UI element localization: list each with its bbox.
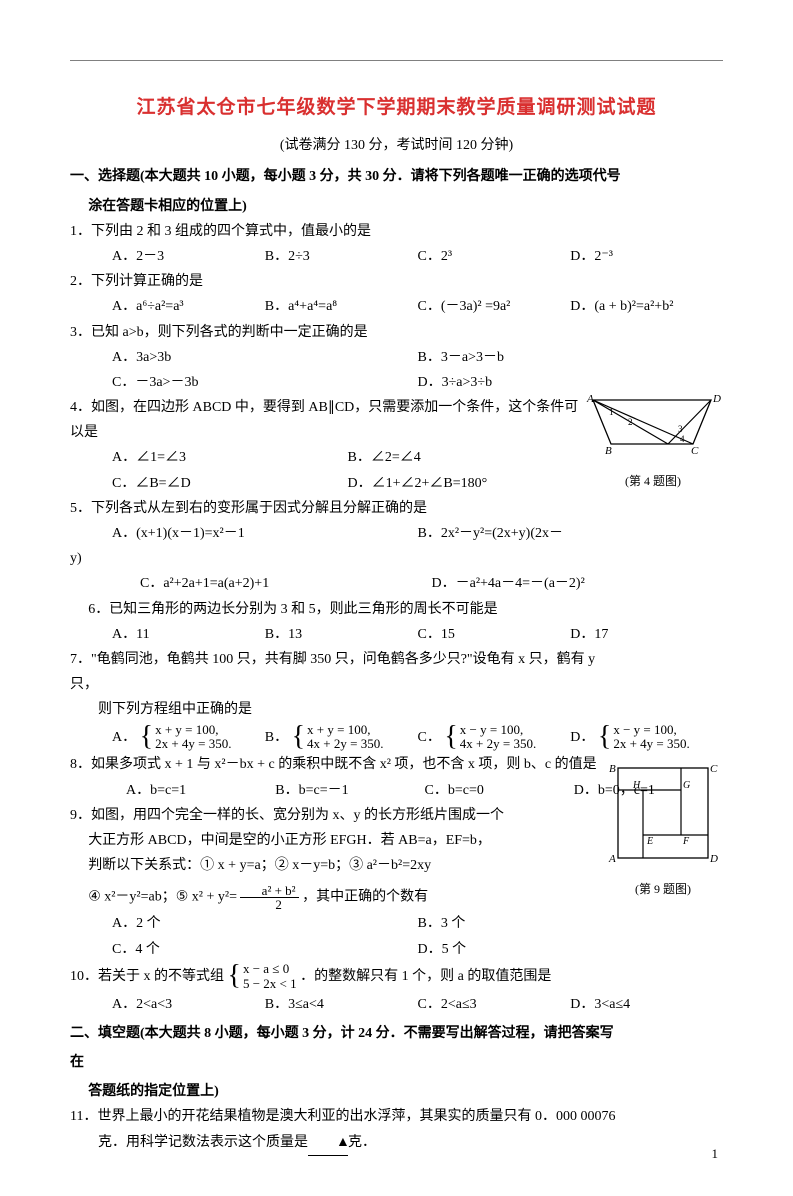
- q8-c: C．b=c=0: [425, 778, 574, 803]
- q2-choices: A．a⁶÷a²=a³ B．a⁴+a⁴=a⁸ C．(－3a)² =9a² D．(a…: [70, 294, 723, 319]
- q6-b: B．13: [265, 622, 418, 647]
- q3-choices-1: A．3a>3b B．3－a>3－b: [70, 345, 723, 370]
- svg-text:2: 2: [628, 417, 633, 427]
- document-title: 江苏省太仓市七年级数学下学期期末教学质量调研测试试题: [70, 91, 723, 125]
- q1-c: C．2³: [418, 244, 571, 269]
- figure-4: A D B C 1 2 3 4 (第 4 题图): [583, 392, 723, 493]
- svg-text:3: 3: [678, 424, 683, 434]
- svg-text:C: C: [710, 763, 718, 775]
- q11-l2: 克．用科学记数法表示这个质量是▲克．: [70, 1130, 723, 1156]
- q7-a: A． {x + y = 100,2x + 4y = 350.: [112, 723, 265, 753]
- q9-choices-1: A．2 个 B．3 个: [70, 911, 723, 936]
- q6-text: 6．已知三角形的两边长分别为 3 和 5，则此三角形的周长不可能是: [70, 597, 723, 622]
- top-rule: [70, 60, 723, 61]
- q10-d: D．3<a≤4: [570, 992, 723, 1017]
- svg-text:H: H: [632, 780, 641, 791]
- svg-text:1: 1: [609, 407, 614, 417]
- svg-text:E: E: [646, 836, 653, 847]
- svg-text:B: B: [609, 763, 616, 775]
- q10-a: A．2<a<3: [112, 992, 265, 1017]
- q5-b-cont: y): [70, 546, 723, 571]
- q4-c: C．∠B=∠D: [112, 471, 348, 496]
- section-2-header-c: 答题纸的指定位置上): [70, 1079, 723, 1104]
- svg-text:A: A: [586, 393, 594, 405]
- q5-text: 5．下列各式从左到右的变形属于因式分解且分解正确的是: [70, 496, 723, 521]
- q1-text: 1．下列由 2 和 3 组成的四个算式中，值最小的是: [70, 219, 723, 244]
- svg-text:F: F: [682, 836, 690, 847]
- q7-cont: 只，: [70, 672, 723, 697]
- svg-text:D: D: [709, 853, 718, 865]
- svg-text:G: G: [683, 780, 690, 791]
- fill-blank: ▲: [308, 1130, 348, 1156]
- q6-choices: A．11 B．13 C．15 D．17: [70, 622, 723, 647]
- q9-d: D．5 个: [418, 937, 724, 962]
- q4-a: A．∠1=∠3: [112, 445, 348, 470]
- q2-a: A．a⁶÷a²=a³: [112, 294, 265, 319]
- q10-line: 10．若关于 x 的不等式组 {x − a ≤ 05 − 2x < 1 ．的整数…: [70, 962, 723, 992]
- q4-b: B．∠2=∠4: [348, 445, 584, 470]
- document-subtitle: (试卷满分 130 分，考试时间 120 分钟): [70, 133, 723, 158]
- q8-b: B．b=c=－1: [275, 778, 424, 803]
- q2-c: C．(－3a)² =9a²: [418, 294, 571, 319]
- q7-text: 7．"龟鹤同池，龟鹤共 100 只，共有脚 350 只，问龟鹤各多少只?"设龟有…: [70, 647, 723, 672]
- q11-l1: 11．世界上最小的开花结果植物是澳大利亚的出水浮萍，其果实的质量只有 0．000…: [70, 1104, 723, 1129]
- fig9-caption: (第 9 题图): [603, 879, 723, 901]
- fig4-caption: (第 4 题图): [583, 471, 723, 493]
- section-2-header: 二、填空题(本大题共 8 小题，每小题 3 分，计 24 分．不需要写出解答过程…: [70, 1021, 723, 1046]
- q5-b: B．2x²－y²=(2x+y)(2x－: [418, 521, 724, 546]
- svg-text:B: B: [605, 445, 612, 457]
- q1-d: D．2⁻³: [570, 244, 723, 269]
- q6-c: C．15: [418, 622, 571, 647]
- q7-sub: 则下列方程组中正确的是: [70, 697, 723, 722]
- svg-text:C: C: [691, 445, 699, 457]
- q2-b: B．a⁴+a⁴=a⁸: [265, 294, 418, 319]
- section-1-header: 一、选择题(本大题共 10 小题，每小题 3 分，共 30 分．请将下列各题唯一…: [70, 164, 723, 189]
- q6-a: A．11: [112, 622, 265, 647]
- q1-b: B．2÷3: [265, 244, 418, 269]
- q10-c: C．2<a≤3: [418, 992, 571, 1017]
- q5-a: A．(x+1)(x－1)=x²－1: [112, 521, 418, 546]
- q3-a: A．3a>3b: [112, 345, 418, 370]
- q8-a: A．b=c=1: [126, 778, 275, 803]
- q5-choices-1: A．(x+1)(x－1)=x²－1 B．2x²－y²=(2x+y)(2x－: [70, 521, 723, 546]
- q7-c: C． {x − y = 100,4x + 2y = 350.: [418, 723, 571, 753]
- q10-choices: A．2<a<3 B．3≤a<4 C．2<a≤3 D．3<a≤4: [70, 992, 723, 1017]
- q5-c: C．a²+2a+1=a(a+2)+1: [140, 571, 432, 596]
- q2-d: D．(a + b)²=a²+b²: [570, 294, 723, 319]
- q10-b: B．3≤a<4: [265, 992, 418, 1017]
- q3-c: C．－3a>－3b: [112, 370, 418, 395]
- svg-text:A: A: [608, 853, 616, 865]
- section-2-header-b: 在: [70, 1050, 723, 1075]
- q5-d: D．－a²+4a－4=－(a－2)²: [432, 571, 724, 596]
- svg-text:D: D: [712, 393, 721, 405]
- q1-a: A．2－3: [112, 244, 265, 269]
- q7-choices: A． {x + y = 100,2x + 4y = 350. B． {x + y…: [70, 723, 723, 753]
- page: 江苏省太仓市七年级数学下学期期末教学质量调研测试试题 (试卷满分 130 分，考…: [0, 0, 793, 1196]
- page-number: 1: [712, 1142, 719, 1165]
- q9-a: A．2 个: [112, 911, 418, 936]
- q4-d: D．∠1+∠2+∠B=180°: [348, 471, 584, 496]
- q9-c: C．4 个: [112, 937, 418, 962]
- q1-choices: A．2－3 B．2÷3 C．2³ D．2⁻³: [70, 244, 723, 269]
- q5-choices-2: C．a²+2a+1=a(a+2)+1 D．－a²+4a－4=－(a－2)²: [70, 571, 723, 596]
- q7-b: B． {x + y = 100,4x + 2y = 350.: [265, 723, 418, 753]
- q3-text: 3．已知 a>b，则下列各式的判断中一定正确的是: [70, 320, 723, 345]
- q3-b: B．3－a>3－b: [418, 345, 724, 370]
- q6-d: D．17: [570, 622, 723, 647]
- svg-text:4: 4: [680, 434, 685, 444]
- q9-choices-2: C．4 个 D．5 个: [70, 937, 723, 962]
- q7-d: D． {x − y = 100,2x + 4y = 350.: [570, 723, 723, 753]
- q9-b: B．3 个: [418, 911, 724, 936]
- q2-text: 2．下列计算正确的是: [70, 269, 723, 294]
- section-1-header-b: 涂在答题卡相应的位置上): [70, 194, 723, 219]
- figure-9: A B C D E F G H (第 9 题图): [603, 760, 723, 901]
